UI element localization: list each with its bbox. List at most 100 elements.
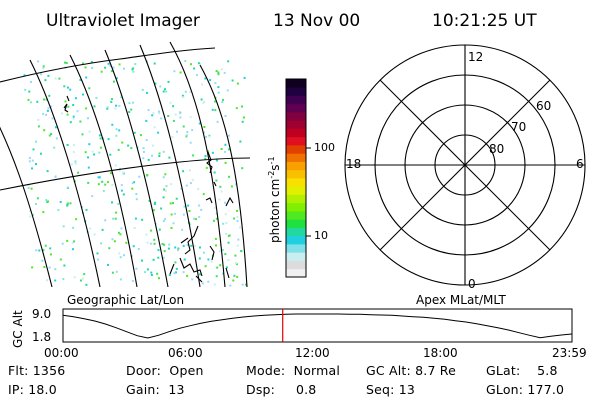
- emission-pixel: [132, 101, 134, 104]
- emission-pixel: [96, 252, 99, 255]
- emission-pixel: [174, 261, 177, 264]
- emission-pixel: [66, 186, 69, 189]
- emission-pixel: [53, 146, 56, 149]
- mlat-label-70: 70: [511, 120, 526, 134]
- emission-pixel: [167, 80, 170, 83]
- emission-pixel: [118, 104, 121, 107]
- emission-pixel: [110, 70, 113, 73]
- emission-pixel: [57, 209, 60, 212]
- emission-pixel: [228, 148, 231, 151]
- emission-pixel: [197, 188, 200, 191]
- colorbar-label-sup2: -1: [267, 156, 276, 164]
- emission-pixel: [28, 90, 31, 93]
- strip-xtick-1200: 12:00: [295, 346, 330, 360]
- emission-pixel: [205, 166, 208, 169]
- emission-pixel: [189, 116, 192, 119]
- emission-pixel: [143, 150, 145, 153]
- emission-pixel: [72, 151, 75, 154]
- emission-pixel: [111, 98, 113, 101]
- emission-pixel: [113, 80, 115, 83]
- emission-pixel: [167, 115, 170, 117]
- colorbar-swatch: [286, 87, 306, 96]
- emission-pixel: [147, 158, 150, 161]
- emission-pixel: [114, 217, 117, 220]
- emission-pixel: [42, 249, 45, 252]
- emission-pixel: [158, 228, 161, 231]
- emission-pixel: [179, 71, 182, 74]
- emission-pixel: [199, 62, 202, 65]
- emission-pixel: [134, 217, 137, 220]
- colorbar-swatch: [286, 120, 306, 129]
- emission-pixel: [214, 82, 217, 85]
- emission-pixel: [155, 222, 158, 225]
- emission-pixel: [70, 163, 73, 166]
- emission-pixel: [30, 187, 33, 190]
- emission-pixel: [30, 81, 32, 83]
- emission-pixel: [59, 258, 62, 261]
- colorbar-swatch: [286, 161, 306, 171]
- emission-pixel: [236, 244, 239, 247]
- colorbar-swatch: [286, 252, 306, 261]
- emission-pixel: [203, 131, 205, 134]
- emission-pixel: [190, 244, 193, 247]
- emission-pixel: [174, 246, 177, 249]
- emission-pixel: [170, 183, 173, 186]
- info-seq-key: Seq:: [366, 382, 395, 397]
- emission-pixel: [54, 77, 57, 80]
- emission-pixel: [152, 112, 155, 115]
- emission-pixel: [192, 154, 195, 157]
- emission-pixel: [46, 109, 49, 112]
- emission-pixel: [64, 61, 66, 64]
- emission-pixel: [117, 202, 120, 205]
- emission-pixel: [86, 117, 89, 120]
- emission-pixel: [91, 150, 94, 153]
- emission-pixel: [225, 222, 228, 224]
- info-door: Door: Open: [126, 363, 204, 378]
- emission-pixel: [241, 167, 244, 170]
- emission-pixel: [120, 189, 123, 192]
- info-glat: GLat: 5.8: [486, 363, 558, 378]
- orbit-altitude-plot: [62, 309, 572, 342]
- colorbar-tick-10: 10: [314, 229, 328, 242]
- emission-pixel: [27, 187, 30, 189]
- emission-pixel: [42, 66, 45, 69]
- emission-pixel: [199, 273, 202, 276]
- emission-pixel: [71, 241, 74, 244]
- emission-pixel: [173, 212, 176, 215]
- emission-pixel: [169, 101, 172, 104]
- emission-pixel: [111, 123, 114, 126]
- emission-pixel: [125, 241, 128, 244]
- emission-pixel: [36, 100, 39, 103]
- emission-pixel: [162, 150, 165, 153]
- emission-pixel: [41, 259, 44, 262]
- emission-pixel: [183, 205, 186, 208]
- grid-line: [0, 157, 251, 191]
- emission-pixel: [73, 276, 76, 279]
- emission-pixel: [115, 270, 118, 273]
- info-gain-key: Gain:: [126, 382, 160, 397]
- info-glon-value: 177.0: [527, 382, 565, 397]
- emission-pixel: [160, 207, 163, 210]
- emission-pixel: [63, 85, 66, 88]
- info-gcalt-value: 8.7 Re: [415, 363, 456, 378]
- emission-pixel: [212, 219, 215, 222]
- emission-pixel: [72, 248, 74, 251]
- emission-pixel: [29, 215, 32, 218]
- emission-pixel: [133, 227, 136, 229]
- emission-pixel: [164, 173, 167, 176]
- emission-pixel: [131, 279, 134, 282]
- emission-pixel: [220, 190, 223, 193]
- emission-pixel: [235, 262, 237, 265]
- info-gain-value: 13: [168, 382, 185, 397]
- emission-pixel: [239, 140, 242, 143]
- emission-pixel: [222, 98, 224, 101]
- emission-pixel: [62, 278, 65, 280]
- emission-pixel: [37, 60, 40, 63]
- grid-line: [29, 59, 101, 287]
- emission-pixel: [48, 266, 51, 269]
- emission-pixel: [161, 242, 164, 245]
- info-flt-key: Flt:: [8, 363, 29, 378]
- emission-pixel: [158, 110, 160, 113]
- emission-pixel: [216, 266, 219, 269]
- colorbar-swatch: [286, 145, 306, 154]
